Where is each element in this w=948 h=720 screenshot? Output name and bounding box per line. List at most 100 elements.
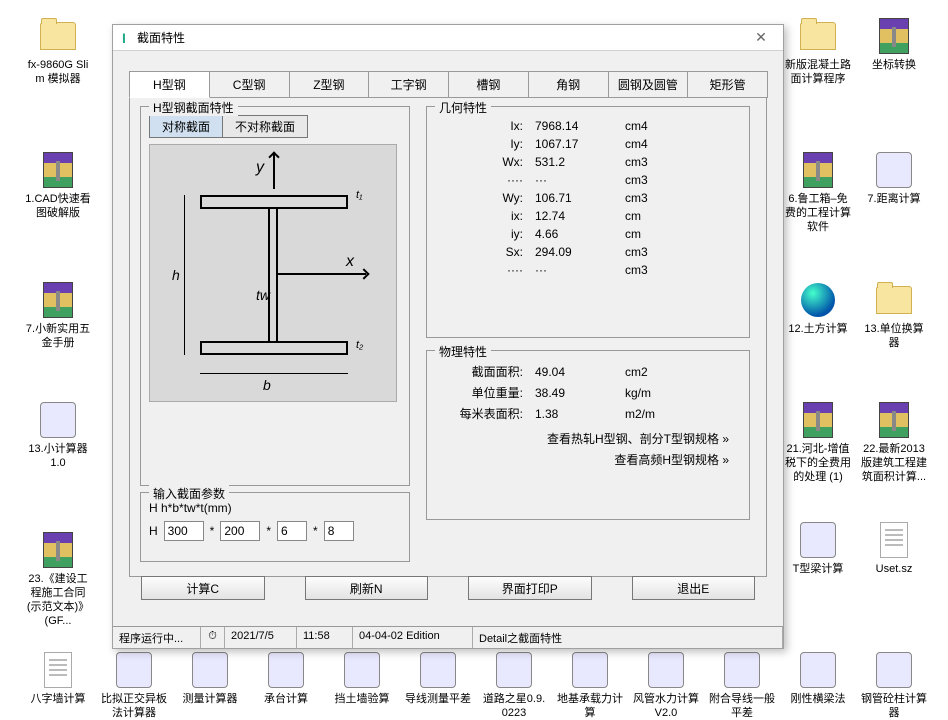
desktop-icon[interactable]: fx-9860G Slim 模拟器 bbox=[24, 16, 92, 86]
symmetric-button[interactable]: 对称截面 bbox=[149, 115, 223, 138]
desktop-icon[interactable]: 风管水力计算V2.0 bbox=[632, 650, 700, 720]
x-axis bbox=[278, 273, 366, 275]
desktop-icon[interactable]: 钢管砼柱计算器 bbox=[860, 650, 928, 720]
high-freq-link[interactable]: 查看高频H型钢规格 bbox=[435, 447, 741, 468]
desktop-icon[interactable]: 12.土方计算 bbox=[784, 280, 852, 336]
desktop-icon[interactable]: 挡土墙验算 bbox=[328, 650, 396, 706]
web bbox=[268, 209, 278, 341]
tab-工字钢[interactable]: 工字钢 bbox=[368, 71, 449, 98]
geom-row: Iy:1067.17cm4 bbox=[435, 137, 741, 151]
asymmetric-button[interactable]: 不对称截面 bbox=[222, 115, 308, 138]
desktop-icon-label: 地基承载力计算 bbox=[556, 692, 624, 720]
desktop-icon[interactable]: 刚性横梁法 bbox=[784, 650, 852, 706]
exit-button[interactable]: 退出E bbox=[632, 576, 756, 600]
desktop-icon[interactable]: 7.距离计算 bbox=[860, 150, 928, 206]
tab-H型钢[interactable]: H型钢 bbox=[129, 71, 210, 98]
top-flange bbox=[200, 195, 348, 209]
desktop-icon-label: 钢管砼柱计算器 bbox=[860, 692, 928, 720]
desktop-icon-label: 7.小新实用五金手册 bbox=[24, 322, 92, 350]
tab-Z型钢[interactable]: Z型钢 bbox=[289, 71, 370, 98]
t2-dim: t₂ bbox=[356, 339, 363, 351]
tab-槽钢[interactable]: 槽钢 bbox=[448, 71, 529, 98]
tab-角钢[interactable]: 角钢 bbox=[528, 71, 609, 98]
desktop-icon[interactable]: 13.小计算器1.0 bbox=[24, 400, 92, 470]
geom-key: ix: bbox=[435, 209, 535, 223]
geom-value: 294.09 bbox=[535, 245, 625, 259]
desktop-icon-label: 承台计算 bbox=[252, 692, 320, 706]
section-properties-dialog: I 截面特性 ✕ H型钢C型钢Z型钢工字钢槽钢角钢圆钢及圆管矩形管 H型钢截面特… bbox=[112, 24, 784, 649]
desktop-icon[interactable]: 承台计算 bbox=[252, 650, 320, 706]
geom-unit: cm bbox=[625, 209, 675, 223]
desktop-icon[interactable]: T型梁计算 bbox=[784, 520, 852, 576]
geom-row: ix:12.74cm bbox=[435, 209, 741, 223]
desktop-icon[interactable]: Uset.sz bbox=[860, 520, 928, 576]
tab-矩形管[interactable]: 矩形管 bbox=[687, 71, 768, 98]
group-legend: 输入截面参数 bbox=[149, 485, 229, 502]
format-label: H h*b*tw*t(mm) bbox=[149, 501, 401, 515]
hot-rolled-link[interactable]: 查看热轧H型钢、剖分T型钢规格 bbox=[435, 426, 741, 447]
desktop-icon-label: 测量计算器 bbox=[176, 692, 244, 706]
tw-input[interactable] bbox=[277, 521, 307, 541]
sep: * bbox=[266, 524, 271, 538]
geom-unit: cm3 bbox=[625, 155, 675, 169]
group-legend: 物理特性 bbox=[435, 343, 491, 360]
desktop-icon[interactable]: 附合导线一般平差 bbox=[708, 650, 776, 720]
desktop-icon[interactable]: 22.最新2013版建筑工程建筑面积计算... bbox=[860, 400, 928, 484]
phys-value: 38.49 bbox=[535, 386, 625, 400]
tab-body: H型钢截面特性 对称截面 不对称截面 y x h b tw t₁ bbox=[129, 97, 767, 577]
desktop-icon[interactable]: 7.小新实用五金手册 bbox=[24, 280, 92, 350]
desktop-icon-label: 13.小计算器1.0 bbox=[24, 442, 92, 470]
desktop-icon[interactable]: 测量计算器 bbox=[176, 650, 244, 706]
phys-key: 截面面积: bbox=[435, 363, 535, 380]
b-dim-line bbox=[200, 373, 348, 374]
desktop-icon-label: 坐标转换 bbox=[860, 58, 928, 72]
desktop-icon[interactable]: 地基承载力计算 bbox=[556, 650, 624, 720]
h-prefix: H bbox=[149, 524, 158, 538]
close-icon[interactable]: ✕ bbox=[743, 28, 779, 48]
desktop-icon[interactable]: 23.《建设工程施工合同(示范文本)》(GF... bbox=[24, 530, 92, 628]
geom-key: Wy: bbox=[435, 191, 535, 205]
desktop-icon[interactable]: 13.单位换算器 bbox=[860, 280, 928, 350]
h-dim-line bbox=[184, 195, 185, 355]
geom-key: Ix: bbox=[435, 119, 535, 133]
desktop-icon[interactable]: 坐标转换 bbox=[860, 16, 928, 72]
desktop-icon-label: 6.鲁工箱–免费的工程计算软件 bbox=[784, 192, 852, 234]
section-diagram-group: H型钢截面特性 对称截面 不对称截面 y x h b tw t₁ bbox=[140, 106, 410, 486]
desktop-icon-label: 风管水力计算V2.0 bbox=[632, 692, 700, 720]
t-input[interactable] bbox=[324, 521, 354, 541]
desktop-icon[interactable]: 新版混凝土路面计算程序 bbox=[784, 16, 852, 86]
b-input[interactable] bbox=[220, 521, 260, 541]
desktop-icon[interactable]: 21.河北-增值税下的全费用的处理 (1) bbox=[784, 400, 852, 484]
geom-value: 1067.17 bbox=[535, 137, 625, 151]
tab-圆钢及圆管[interactable]: 圆钢及圆管 bbox=[608, 71, 689, 98]
status-edition: 04-04-02 Edition bbox=[353, 627, 473, 648]
b-dim: b bbox=[263, 377, 271, 393]
desktop-icon[interactable]: 道路之星0.9.0223 bbox=[480, 650, 548, 720]
desktop-icon-label: 新版混凝土路面计算程序 bbox=[784, 58, 852, 86]
phys-unit: m2/m bbox=[625, 407, 675, 421]
group-legend: H型钢截面特性 bbox=[149, 99, 238, 116]
action-buttons: 计算C 刷新N 界面打印P 退出E bbox=[131, 576, 765, 600]
desktop-icon[interactable]: 1.CAD快速看图破解版 bbox=[24, 150, 92, 220]
calculate-button[interactable]: 计算C bbox=[141, 576, 265, 600]
desktop-icon[interactable]: 比拟正交异板法计算器 bbox=[100, 650, 168, 720]
status-detail: Detail之截面特性 bbox=[473, 627, 783, 648]
window-title: 截面特性 bbox=[137, 29, 743, 46]
geom-row: iy:4.66cm bbox=[435, 227, 741, 241]
print-button[interactable]: 界面打印P bbox=[468, 576, 592, 600]
h-input[interactable] bbox=[164, 521, 204, 541]
status-time: 11:58 bbox=[297, 627, 353, 648]
input-row: H * * * bbox=[149, 521, 401, 541]
geom-row: Ix:7968.14cm4 bbox=[435, 119, 741, 133]
desktop-icon-label: 挡土墙验算 bbox=[328, 692, 396, 706]
desktop-icon-label: 刚性横梁法 bbox=[784, 692, 852, 706]
geom-key: ···· bbox=[435, 173, 535, 187]
desktop-icon-label: 1.CAD快速看图破解版 bbox=[24, 192, 92, 220]
desktop-icon[interactable]: 导线测量平差 bbox=[404, 650, 472, 706]
refresh-button[interactable]: 刷新N bbox=[305, 576, 429, 600]
tab-C型钢[interactable]: C型钢 bbox=[209, 71, 290, 98]
titlebar: I 截面特性 ✕ bbox=[113, 25, 783, 51]
desktop-icon[interactable]: 6.鲁工箱–免费的工程计算软件 bbox=[784, 150, 852, 234]
desktop-icon[interactable]: 八字墙计算 bbox=[24, 650, 92, 706]
phys-value: 1.38 bbox=[535, 407, 625, 421]
